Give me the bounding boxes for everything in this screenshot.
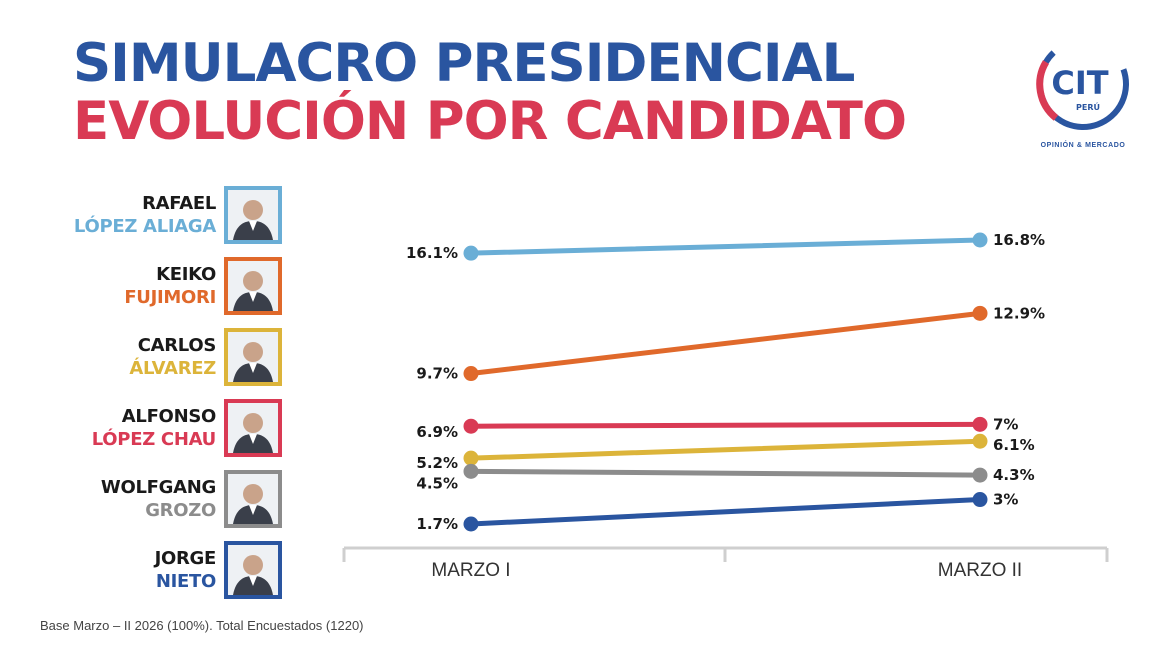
person-photo-icon [224,328,282,386]
logo-brand: CIT [1051,64,1108,102]
person-photo-icon [224,186,282,244]
data-point [463,463,479,479]
person-photo-icon [224,257,282,315]
data-point [972,467,988,483]
candidate-name: JORGE NIETO [154,547,217,593]
candidate-name: KEIKO FUJIMORI [124,263,216,309]
data-point [463,245,479,261]
person-photo-icon [224,470,282,528]
data-point [463,450,479,466]
candidate-first-name: ALFONSO [121,406,217,427]
data-label: 6.1% [993,436,1035,454]
data-label: 12.9% [993,304,1045,322]
data-point [972,492,988,508]
data-label: 16.1% [406,244,458,262]
data-label: 3% [993,491,1018,509]
series-line [468,468,983,478]
candidate-name: RAFAEL LÓPEZ ALIAGA [74,192,216,238]
data-label: 4.5% [416,474,458,492]
series-line [468,421,983,429]
data-label: 1.7% [416,515,458,533]
candidate-last-name: NIETO [155,571,216,592]
candidate-first-name: JORGE [154,548,217,569]
series-line [468,237,983,256]
candidate-first-name: KEIKO [156,264,216,285]
candidate-last-name: ÁLVAREZ [129,358,216,379]
logo-country: PERÚ [1076,101,1100,112]
candidate-name: CARLOS ÁLVAREZ [129,334,216,380]
data-point [972,416,988,432]
candidate-last-name: FUJIMORI [124,287,216,308]
data-point [972,232,988,248]
series-line [468,310,983,377]
x-tick-label: MARZO I [431,560,511,581]
candidate-first-name: CARLOS [137,335,217,356]
data-label: 6.9% [416,423,458,441]
footnote: Base Marzo – II 2026 (100%). Total Encue… [40,618,364,633]
candidate-first-name: RAFAEL [142,193,216,214]
candidate-first-name: WOLFGANG [100,477,216,498]
data-point [972,433,988,449]
candidate-last-name: LÓPEZ CHAU [91,429,217,450]
cit-logo: CIT PERÚ [1028,34,1134,159]
data-point [463,516,479,532]
candidate-name: WOLFGANG GROZO [101,476,216,522]
data-label: 4.3% [993,466,1035,484]
candidate-last-name: LÓPEZ ALIAGA [73,216,216,237]
candidate-last-name: GROZO [145,500,216,521]
data-label: 16.8% [993,231,1045,249]
series-line [468,497,983,527]
data-point [972,305,988,321]
series-line [468,438,983,461]
chart-title-line2: EVOLUCIÓN POR CANDIDATO [73,91,907,152]
logo-tagline: OPINIÓN & MERCADO [1040,142,1126,149]
chart-title-line1: SIMULACRO PRESIDENCIAL [73,33,855,94]
data-label: 9.7% [416,365,458,383]
line-chart: 16.1% 16.8% 9.7% 12.9% 6.9% 7% 5.2% 6.1% 4.5% 4.3… [342,231,1109,562]
candidate-name: ALFONSO LÓPEZ CHAU [91,405,217,451]
data-label: 5.2% [416,454,458,472]
x-tick-label: MARZO II [937,560,1023,581]
person-photo-icon [224,541,282,599]
data-point [463,418,479,434]
data-point [463,366,479,382]
data-label: 7% [993,415,1018,433]
person-photo-icon [224,399,282,457]
